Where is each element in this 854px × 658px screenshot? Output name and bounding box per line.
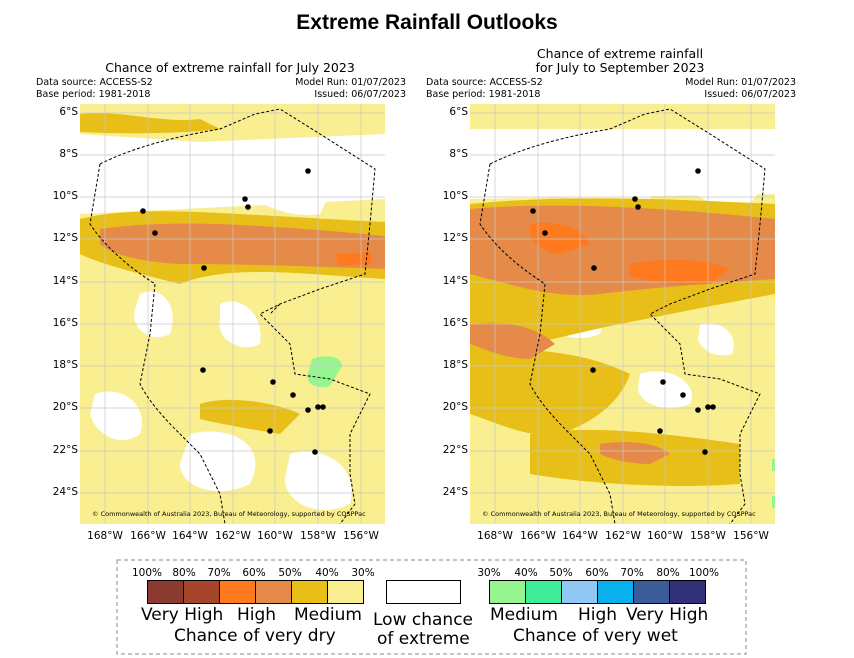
main-title: Extreme Rainfall Outlooks <box>296 11 558 34</box>
dry-tick: 100% <box>131 567 163 579</box>
wet-tick: 80% <box>656 567 680 579</box>
label-high-dry: High <box>237 605 277 625</box>
lat-label: 22°S <box>442 444 468 456</box>
dry-swatch-high <box>219 580 256 604</box>
dry-swatch-very-high <box>147 580 184 604</box>
lon-label: 160°W <box>257 530 293 542</box>
data-source: Data source: ACCESS-S2 <box>36 77 153 88</box>
dry-tick: 80% <box>172 567 196 579</box>
dry-tick: 50% <box>278 567 302 579</box>
model-run: Model Run: 01/07/2023 <box>685 77 796 88</box>
lon-label: 156°W <box>733 530 769 542</box>
panel-title-line2: for July to September 2023 <box>535 60 705 75</box>
lon-label: 168°W <box>87 530 123 542</box>
dry-swatch-medium <box>291 580 328 604</box>
lat-label: 6°S <box>59 106 78 118</box>
legend-box <box>0 556 854 656</box>
label-chance-very-wet: Chance of very wet <box>513 626 678 646</box>
wet-tick: 70% <box>620 567 644 579</box>
lat-label: 18°S <box>442 359 468 371</box>
rainfall-map <box>80 104 385 524</box>
copyright-note: © Commonwealth of Australia 2023, Bureau… <box>482 510 756 518</box>
rainfall-map <box>470 104 775 524</box>
lat-label: 14°S <box>442 275 468 287</box>
base-period: Base period: 1981-2018 <box>36 89 151 100</box>
lon-label: 162°W <box>605 530 641 542</box>
label-very-high-dry: Very High <box>141 605 224 625</box>
wet-swatch-very-high <box>633 580 670 604</box>
dry-swatch-high <box>255 580 292 604</box>
label-of-extreme: of extreme <box>377 629 470 649</box>
lat-label: 24°S <box>52 486 78 498</box>
label-medium-wet: Medium <box>490 605 558 625</box>
wet-tick: 100% <box>688 567 720 579</box>
wet-tick: 30% <box>477 567 501 579</box>
wet-tick: 40% <box>514 567 538 579</box>
map-panel-july: Chance of extreme rainfall for July 2023… <box>30 42 430 552</box>
lat-label: 6°S <box>449 106 468 118</box>
data-source: Data source: ACCESS-S2 <box>426 77 543 88</box>
lon-label: 164°W <box>562 530 598 542</box>
lat-label: 20°S <box>52 401 78 413</box>
wet-tick: 60% <box>585 567 609 579</box>
lon-label: 158°W <box>690 530 726 542</box>
label-chance-very-dry: Chance of very dry <box>174 626 336 646</box>
lon-label: 166°W <box>130 530 166 542</box>
lat-label: 12°S <box>52 232 78 244</box>
dry-tick: 70% <box>207 567 231 579</box>
lat-label: 16°S <box>52 317 78 329</box>
lon-label: 156°W <box>343 530 379 542</box>
base-period: Base period: 1981-2018 <box>426 89 541 100</box>
label-low-chance: Low chance <box>373 610 473 630</box>
lat-label: 20°S <box>442 401 468 413</box>
lat-label: 22°S <box>52 444 78 456</box>
model-run: Model Run: 01/07/2023 <box>295 77 406 88</box>
lat-label: 10°S <box>442 190 468 202</box>
lon-label: 158°W <box>300 530 336 542</box>
lat-label: 16°S <box>442 317 468 329</box>
wet-swatch-high <box>561 580 598 604</box>
dry-swatch-medium <box>327 580 364 604</box>
wet-swatch-medium <box>489 580 526 604</box>
dry-tick: 30% <box>351 567 375 579</box>
label-very-high-wet: Very High <box>626 605 709 625</box>
lat-label: 10°S <box>52 190 78 202</box>
low-chance-swatch <box>386 580 461 604</box>
lat-label: 8°S <box>449 148 468 160</box>
wet-swatch-medium <box>525 580 562 604</box>
lat-label: 8°S <box>59 148 78 160</box>
wet-swatch-high <box>597 580 634 604</box>
issued-date: Issued: 06/07/2023 <box>704 89 796 100</box>
lat-label: 14°S <box>52 275 78 287</box>
issued-date: Issued: 06/07/2023 <box>314 89 406 100</box>
wet-tick: 50% <box>549 567 573 579</box>
lon-label: 166°W <box>520 530 556 542</box>
map-panel-jul-sep: Chance of extreme rainfall for July to S… <box>420 42 820 552</box>
lon-label: 162°W <box>215 530 251 542</box>
panel-title: Chance of extreme rainfall for July 2023 <box>105 60 355 75</box>
dry-tick: 60% <box>242 567 266 579</box>
wet-swatch-very-high <box>669 580 706 604</box>
lat-label: 18°S <box>52 359 78 371</box>
lon-label: 164°W <box>172 530 208 542</box>
panel-title-line1: Chance of extreme rainfall <box>536 46 704 61</box>
label-medium-dry: Medium <box>294 605 362 625</box>
lat-label: 12°S <box>442 232 468 244</box>
lon-label: 160°W <box>647 530 683 542</box>
dry-swatch-very-high <box>183 580 220 604</box>
copyright-note: © Commonwealth of Australia 2023, Bureau… <box>92 510 366 518</box>
lat-label: 24°S <box>442 486 468 498</box>
label-high-wet: High <box>578 605 618 625</box>
lon-label: 168°W <box>477 530 513 542</box>
dry-tick: 40% <box>315 567 339 579</box>
